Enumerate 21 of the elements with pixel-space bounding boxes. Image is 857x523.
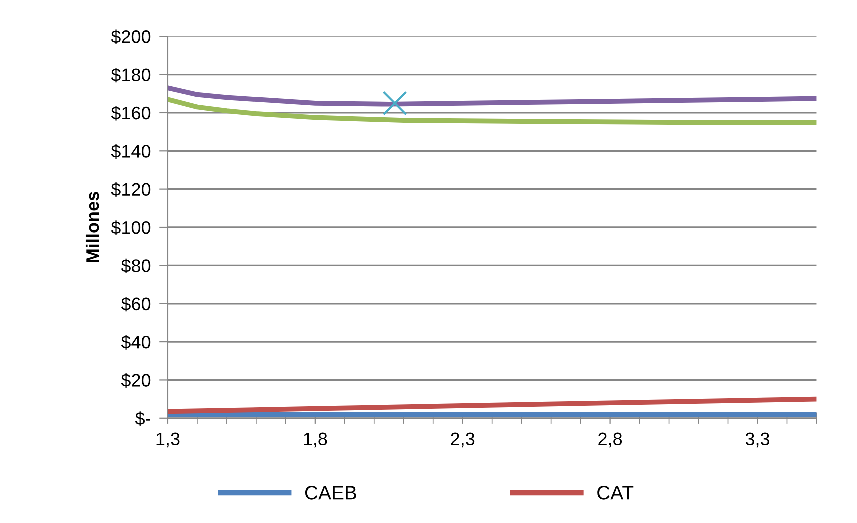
y-tick-label: $100 bbox=[111, 220, 151, 236]
y-tick-label: $160 bbox=[111, 106, 151, 121]
legend-label: CAT bbox=[598, 486, 634, 500]
x-tick-label: 2,8 bbox=[598, 432, 622, 448]
y-tick-label: $180 bbox=[111, 68, 151, 83]
x-tick-label: 1,3 bbox=[156, 432, 180, 448]
y-tick-label: $80 bbox=[121, 258, 151, 274]
y-tick-label: $20 bbox=[121, 373, 151, 388]
x-tick-label: 1,8 bbox=[304, 432, 328, 448]
y-tick-label: $60 bbox=[121, 297, 151, 312]
y-tick-label: $200 bbox=[111, 30, 151, 44]
x-tick-label: 2,3 bbox=[451, 432, 475, 448]
y-tick-label: $120 bbox=[111, 182, 151, 198]
line-series bbox=[168, 396, 817, 414]
legend-label: CAEB bbox=[305, 486, 356, 500]
y-tick-label: $40 bbox=[121, 335, 151, 350]
line-series bbox=[168, 86, 817, 107]
x-tick-label: 3,3 bbox=[746, 432, 770, 448]
y-tick-label: $- bbox=[135, 412, 151, 426]
y-tick-label: $140 bbox=[111, 144, 151, 159]
y-axis-title: Millones bbox=[86, 192, 100, 262]
